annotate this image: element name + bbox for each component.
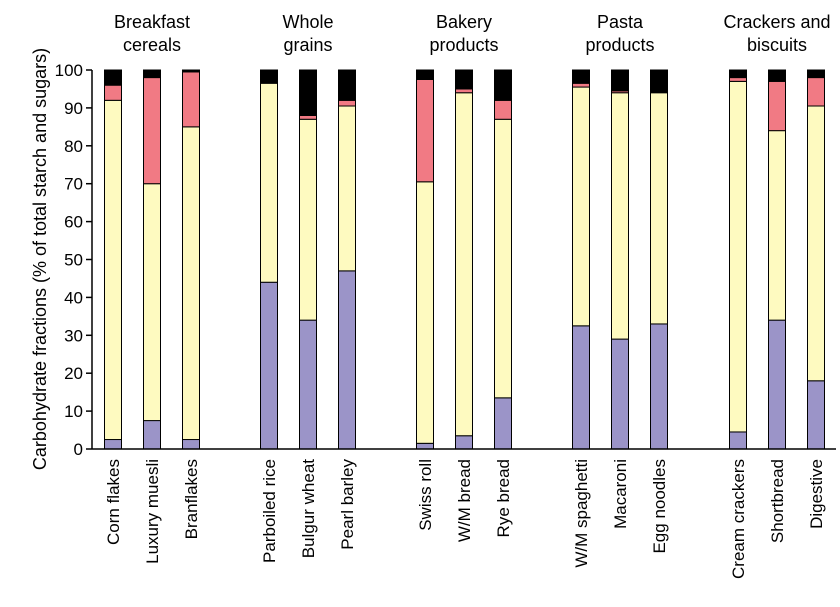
bar-segment	[260, 82, 278, 283]
y-tick-label: 10	[64, 402, 83, 421]
bar-segment	[807, 380, 825, 450]
bar-segment	[338, 270, 356, 450]
bar-segment	[455, 69, 473, 90]
bar-segment	[494, 397, 512, 450]
bar-segment	[338, 69, 356, 101]
x-tick-label: Cream crackers	[729, 459, 748, 579]
group-label: Bakery	[436, 12, 492, 32]
bar-segment	[416, 78, 434, 183]
y-tick-label: 80	[64, 137, 83, 156]
bar-segment	[455, 435, 473, 450]
y-tick-label: 100	[55, 61, 83, 80]
y-tick-label: 30	[64, 326, 83, 345]
y-tick-label: 20	[64, 364, 83, 383]
bar-segment	[104, 69, 122, 86]
group-label: Whole	[282, 12, 333, 32]
group-label: Breakfast	[114, 12, 190, 32]
bars	[104, 69, 825, 450]
bar-segment	[416, 181, 434, 444]
x-tick-label: Pearl barley	[338, 459, 357, 550]
bar-segment	[650, 323, 668, 450]
group-label: Pasta	[597, 12, 644, 32]
y-tick-label: 0	[74, 440, 83, 459]
group-label: products	[585, 35, 654, 55]
y-tick-label: 50	[64, 251, 83, 270]
bar-segment	[260, 281, 278, 450]
x-tick-label: Rye bread	[494, 459, 513, 537]
bar-segment	[807, 69, 825, 79]
x-tick-label: Luxury muesli	[143, 459, 162, 564]
y-tick-label: 60	[64, 213, 83, 232]
y-tick-label: 70	[64, 175, 83, 194]
x-axis-labels: Corn flakes Luxury muesli Branflakes Parboi…	[104, 459, 826, 579]
bar-segment	[729, 431, 747, 450]
bar-segment	[416, 69, 434, 80]
bar-segment	[768, 80, 786, 132]
y-tick-label: 90	[64, 99, 83, 118]
bar-segment	[768, 319, 786, 450]
x-tick-label: Swiss roll	[416, 459, 435, 531]
bar-segment	[104, 439, 122, 450]
bar-segment	[143, 183, 161, 422]
x-tick-label: Digestive	[807, 459, 826, 529]
bar-segment	[104, 99, 122, 441]
group-label: Crackers and	[723, 12, 830, 32]
x-tick-label: Egg noodles	[650, 459, 669, 554]
bar-segment	[650, 92, 668, 325]
bar-segment	[299, 114, 317, 120]
group-label: cereals	[123, 35, 181, 55]
bar-segment	[143, 77, 161, 185]
bar-segment	[416, 442, 434, 450]
bar-segment	[611, 338, 629, 450]
x-tick-label: Branflakes	[182, 459, 201, 539]
bar-segment	[338, 105, 356, 272]
bar-segment	[260, 69, 278, 84]
bar-segment	[807, 105, 825, 382]
group-labels: Breakfast cereals Whole grains Bakery product…	[114, 12, 831, 55]
bar-segment	[455, 92, 473, 437]
bar-segment	[338, 99, 356, 107]
bar-segment	[182, 126, 200, 441]
bar-segment	[611, 69, 629, 92]
bar-segment	[611, 92, 629, 340]
bar-segment	[572, 82, 590, 88]
bar-segment	[807, 77, 825, 107]
bar-segment	[729, 80, 747, 433]
bar-segment	[768, 69, 786, 82]
bar-segment	[182, 439, 200, 450]
bar-segment	[299, 319, 317, 450]
x-tick-label: Corn flakes	[104, 459, 123, 545]
bar-segment	[572, 86, 590, 327]
bar-segment	[572, 325, 590, 450]
bar-segment	[494, 118, 512, 399]
bar-segment	[729, 69, 747, 79]
bar-segment	[494, 99, 512, 120]
group-label: products	[429, 35, 498, 55]
x-tick-label: Bulgur wheat	[299, 459, 318, 559]
x-tick-label: W/M bread	[455, 459, 474, 542]
x-tick-label: Macaroni	[611, 459, 630, 529]
y-axis-title: Carbohydrate fractions (% of total starc…	[30, 48, 50, 470]
bar-segment	[143, 69, 161, 79]
x-tick-label: Parboiled rice	[260, 459, 279, 563]
bar-segment	[182, 69, 200, 73]
bar-segment	[182, 71, 200, 128]
x-tick-label: W/M spaghetti	[572, 459, 591, 568]
group-label: grains	[283, 35, 332, 55]
bar-segment	[729, 77, 747, 82]
bar-segment	[299, 118, 317, 321]
bar-segment	[650, 69, 668, 94]
bar-segment	[768, 130, 786, 321]
bar-segment	[455, 88, 473, 94]
bar-segment	[104, 84, 122, 101]
y-axis: 0 10 20 30 40 50 60 70 80 90 100	[55, 61, 93, 459]
bar-segment	[143, 420, 161, 450]
y-tick-label: 40	[64, 288, 83, 307]
bar-segment	[572, 69, 590, 84]
bar-segment	[299, 69, 317, 116]
group-label: biscuits	[747, 35, 807, 55]
bar-segment	[494, 69, 512, 101]
x-tick-label: Shortbread	[768, 459, 787, 543]
